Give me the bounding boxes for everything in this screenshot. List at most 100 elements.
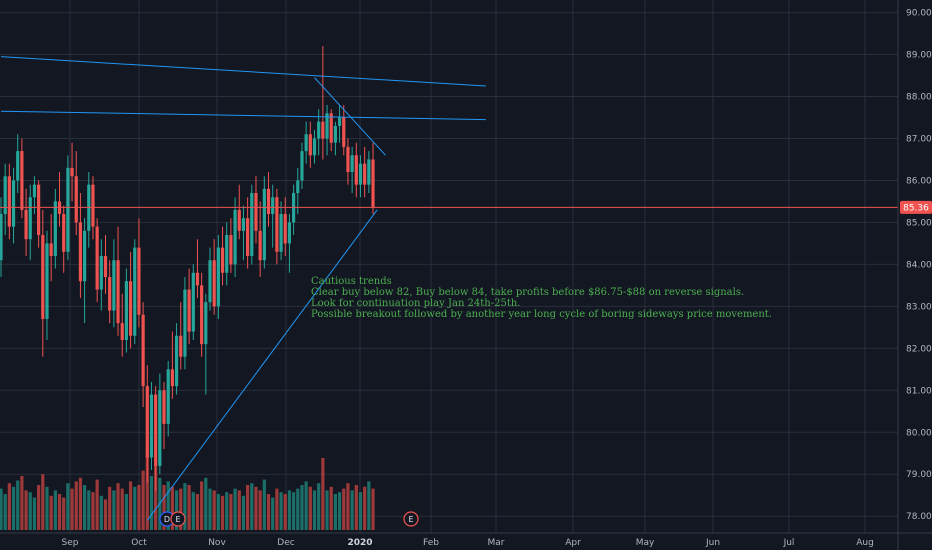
volume-bar [275, 488, 279, 530]
candle-body [191, 272, 195, 332]
volume-bar [279, 492, 283, 530]
candle-body [246, 218, 250, 257]
candle-body [279, 214, 283, 252]
y-tick-label: 83.00 [906, 302, 932, 312]
candle-body [271, 197, 275, 215]
candle-body [233, 209, 237, 265]
volume-bar [16, 480, 20, 530]
y-tick-label: 87.00 [906, 134, 932, 144]
volume-bar [3, 494, 7, 530]
candle-body [45, 243, 49, 319]
candle-body [16, 151, 20, 181]
volume-bar [99, 495, 103, 530]
candle-body [325, 113, 329, 139]
trendline-upper-resistance[interactable] [0, 56, 486, 87]
annotation-line-2: Clear buy below 82, Buy below 84, take p… [311, 287, 744, 298]
volume-bar [246, 485, 250, 530]
volume-bar [187, 485, 191, 530]
candle-body [308, 134, 312, 156]
candle-body [116, 260, 120, 324]
candle-body [204, 302, 208, 345]
candlesticks [0, 46, 375, 492]
candle-body [120, 323, 124, 340]
candle-body [112, 260, 116, 311]
candle-body [329, 113, 333, 143]
candle-body [250, 193, 254, 257]
last-price-tag: 85.36 [900, 200, 932, 214]
volume-bar [312, 490, 317, 530]
volume-bar [325, 490, 329, 530]
event-marker-e[interactable]: E [170, 511, 186, 527]
candle-body [300, 151, 304, 181]
volume-bar [220, 495, 225, 530]
candle-body [24, 209, 28, 240]
candle-body [262, 188, 266, 261]
candle-body [7, 176, 11, 227]
trendline-lower-resistance[interactable] [0, 110, 486, 121]
volume-bar [24, 490, 28, 530]
candle-body [266, 188, 271, 215]
volume-bar [266, 494, 271, 530]
volume-bar [87, 490, 91, 530]
volume-bar [45, 486, 49, 530]
volume-bar [292, 492, 296, 530]
volume-bar [216, 494, 220, 530]
volume-bar [191, 492, 195, 530]
candle-body [354, 155, 358, 185]
candle-body [258, 230, 262, 261]
candle-body [287, 222, 292, 244]
candle-body [162, 390, 166, 424]
candle-body [321, 121, 325, 139]
candle-body [337, 117, 342, 126]
volume-bar [229, 494, 233, 530]
volume-bar [112, 490, 116, 530]
candle-body [367, 159, 371, 185]
candle-body [154, 394, 158, 466]
event-marker-e[interactable]: E [403, 511, 419, 527]
candle-body [158, 390, 162, 466]
volume-bar [41, 474, 45, 530]
candle-body [103, 256, 108, 277]
trendlines[interactable] [0, 56, 486, 521]
y-tick-label: 80.00 [906, 428, 932, 438]
annotation-line-4: Possible breakout followed by another ye… [311, 309, 772, 320]
trendline-falling-wedge-top[interactable] [314, 77, 386, 156]
candle-body [333, 125, 337, 143]
volume-bar [11, 486, 16, 530]
candle-body [128, 281, 133, 336]
volume-bar [20, 476, 24, 530]
annotation-text[interactable]: Cautious trends Clear buy below 82, Buy … [311, 276, 772, 320]
candle-body [3, 176, 7, 215]
candle-body [70, 167, 74, 177]
candle-body [32, 184, 37, 198]
y-tick-label: 81.00 [906, 386, 932, 396]
candle-body [200, 285, 204, 345]
event-marker-circle [403, 511, 419, 527]
x-tick-label: Nov [208, 538, 226, 548]
volume-bar [7, 483, 11, 530]
candle-body [237, 209, 241, 231]
candle-body [20, 151, 24, 210]
event-marker-label: D [164, 515, 170, 524]
candle-body [187, 289, 191, 332]
candle-body [95, 226, 99, 290]
trendline-rising-support[interactable] [146, 209, 378, 521]
volume-bar [166, 481, 170, 530]
candle-body [166, 369, 170, 424]
volume-bar [62, 497, 66, 530]
candle-body [78, 222, 83, 282]
candle-body [145, 386, 149, 458]
volume-bar [74, 481, 78, 530]
candle-body [149, 394, 154, 458]
volume-bar [367, 481, 371, 530]
candle-body [350, 155, 354, 173]
volume-bar [116, 483, 120, 530]
volume-bar [262, 479, 266, 530]
volume-bar [145, 454, 149, 530]
volume-bar [149, 476, 154, 530]
x-tick-label: Dec [277, 538, 294, 548]
